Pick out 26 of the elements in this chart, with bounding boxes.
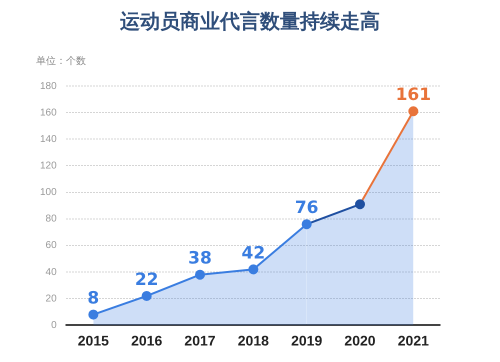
x-tick-label: 2016 — [131, 332, 162, 348]
y-tick-label: 80 — [46, 214, 58, 225]
y-tick-label: 180 — [40, 80, 58, 92]
x-tick-label: 2019 — [291, 332, 322, 348]
x-tick-label: 2017 — [184, 332, 216, 348]
x-tick-label: 2018 — [238, 332, 270, 348]
y-axis-title: 单位：个数 — [36, 54, 86, 68]
x-tick-label: 2021 — [398, 332, 430, 348]
chart-title: 运动员商业代言数量持续走高 — [119, 8, 381, 35]
data-label: 22 — [134, 270, 159, 290]
x-tick-label: 2015 — [78, 332, 110, 348]
data-label: 8 — [87, 288, 100, 308]
data-label: 76 — [294, 198, 319, 218]
y-tick-label: 0 — [51, 320, 58, 331]
y-tick-label: 20 — [46, 293, 58, 304]
y-tick-label: 40 — [46, 266, 58, 278]
y-tick-label: 160 — [40, 107, 58, 118]
y-tick-label: 100 — [40, 187, 58, 198]
y-tick-label: 60 — [46, 240, 58, 252]
point — [408, 106, 418, 116]
x-tick-label: 2020 — [344, 332, 376, 348]
data-label: 161 — [396, 85, 432, 106]
y-tick-label: 120 — [40, 160, 58, 172]
y-tick-label: 140 — [40, 134, 58, 145]
data-label: 38 — [188, 248, 212, 269]
data-label: 42 — [242, 243, 266, 264]
